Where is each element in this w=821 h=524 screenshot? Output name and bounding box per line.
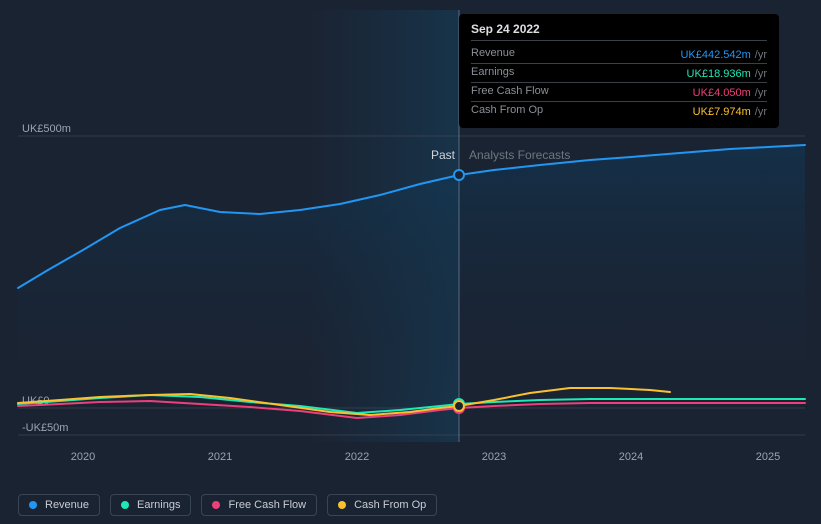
legend-dot-icon bbox=[212, 501, 220, 509]
tooltip-row: Cash From Op UK£7.974m/yr bbox=[471, 102, 767, 120]
legend-dot-icon bbox=[338, 501, 346, 509]
tooltip-date: Sep 24 2022 bbox=[471, 22, 767, 41]
tooltip-row-label: Earnings bbox=[471, 66, 514, 80]
legend-item-label: Cash From Op bbox=[354, 499, 426, 511]
tooltip-row-unit: /yr bbox=[755, 87, 767, 99]
svg-text:-UK£50m: -UK£50m bbox=[22, 422, 68, 434]
svg-text:2021: 2021 bbox=[208, 451, 232, 463]
svg-text:2024: 2024 bbox=[619, 451, 643, 463]
tooltip-row-unit: /yr bbox=[755, 106, 767, 118]
legend-dot-icon bbox=[121, 501, 129, 509]
legend-item-label: Revenue bbox=[45, 499, 89, 511]
hover-tooltip: Sep 24 2022 RevenueUK£442.542m/yrEarning… bbox=[459, 14, 779, 128]
legend-item[interactable]: Cash From Op bbox=[327, 494, 437, 516]
tooltip-row-label: Free Cash Flow bbox=[471, 85, 549, 99]
legend-item[interactable]: Revenue bbox=[18, 494, 100, 516]
legend-item-label: Earnings bbox=[137, 499, 180, 511]
chart-legend: Revenue Earnings Free Cash Flow Cash From O… bbox=[18, 494, 437, 516]
svg-text:2020: 2020 bbox=[71, 451, 95, 463]
legend-dot-icon bbox=[29, 501, 37, 509]
past-label: Past bbox=[431, 148, 455, 162]
svg-text:2025: 2025 bbox=[756, 451, 780, 463]
tooltip-row: Earnings UK£18.936m/yr bbox=[471, 64, 767, 83]
tooltip-row-label: Revenue bbox=[471, 47, 515, 61]
tooltip-row-unit: /yr bbox=[755, 49, 767, 61]
svg-text:UK£500m: UK£500m bbox=[22, 123, 71, 135]
legend-item[interactable]: Free Cash Flow bbox=[201, 494, 317, 516]
tooltip-row: Free Cash Flow UK£4.050m/yr bbox=[471, 83, 767, 102]
svg-text:2022: 2022 bbox=[345, 451, 369, 463]
forecast-label: Analysts Forecasts bbox=[469, 148, 570, 162]
tooltip-row: Revenue UK£442.542m/yr bbox=[471, 45, 767, 64]
tooltip-row-value: UK£7.974m bbox=[693, 106, 751, 118]
svg-text:2023: 2023 bbox=[482, 451, 506, 463]
legend-item-label: Free Cash Flow bbox=[228, 499, 306, 511]
tooltip-row-value: UK£4.050m bbox=[693, 87, 751, 99]
tooltip-row-unit: /yr bbox=[755, 68, 767, 80]
tooltip-row-label: Cash From Op bbox=[471, 104, 543, 118]
financial-chart: UK£500mUK£0-UK£50m2020202120222023202420… bbox=[0, 0, 821, 524]
tooltip-row-value: UK£18.936m bbox=[687, 68, 751, 80]
tooltip-row-value: UK£442.542m bbox=[680, 49, 750, 61]
legend-item[interactable]: Earnings bbox=[110, 494, 191, 516]
